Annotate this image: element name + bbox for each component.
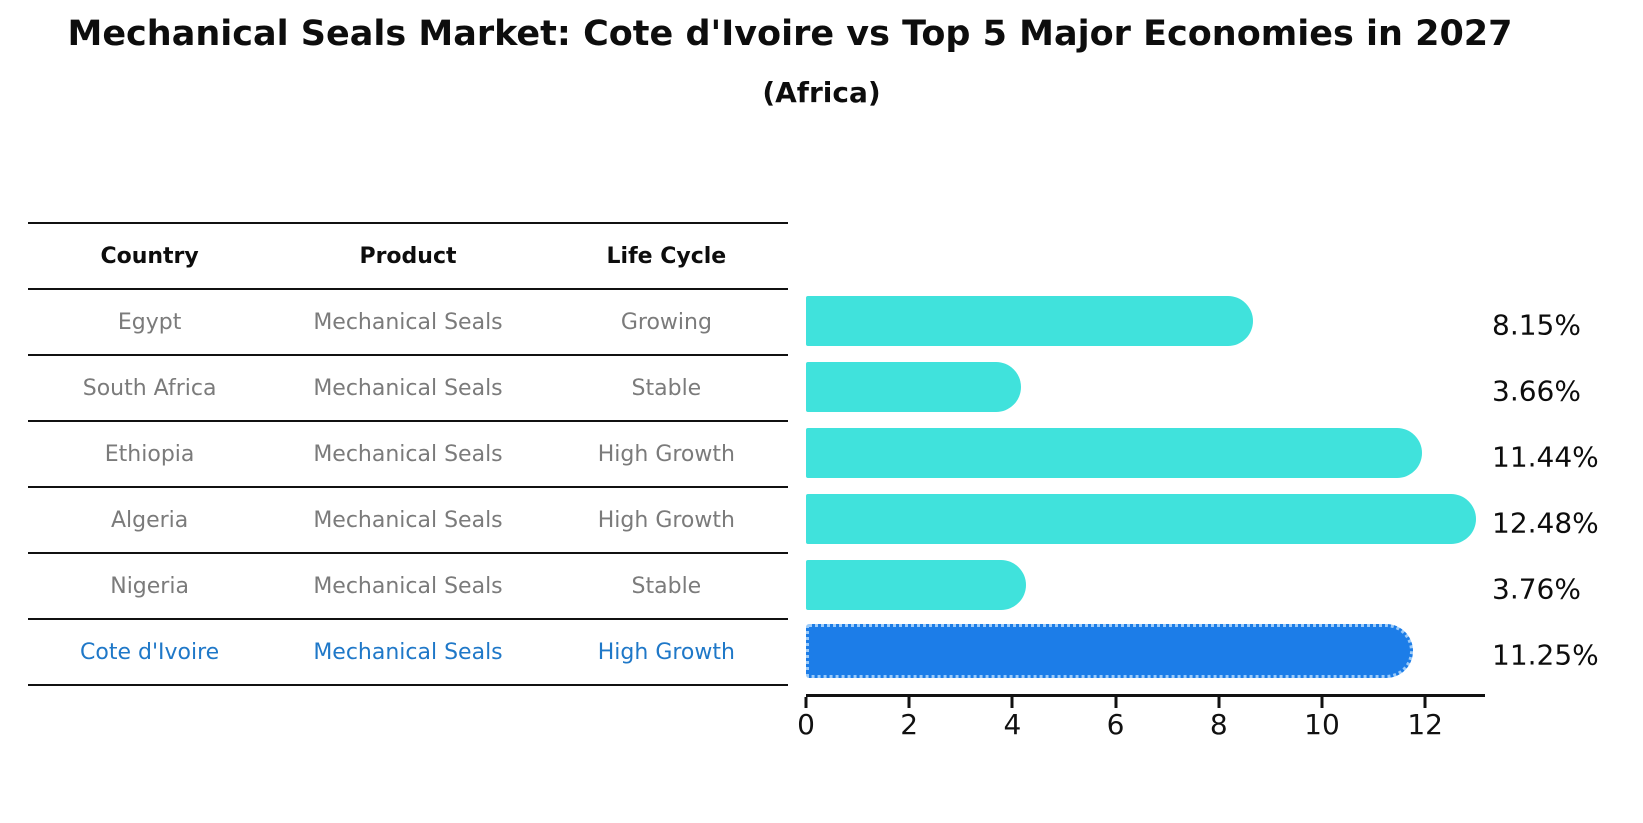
table-row-ethiopia: Ethiopia Mechanical Seals High Growth <box>28 422 788 488</box>
bar-cote-d-ivoire <box>806 624 1413 678</box>
country-info-table: Country Product Life Cycle Egypt Mechanic… <box>28 222 788 686</box>
x-tick-label: 10 <box>1304 708 1340 741</box>
table-row-nigeria: Nigeria Mechanical Seals Stable <box>28 554 788 620</box>
table-row-cote-d-ivoire: Cote d'Ivoire Mechanical Seals High Growth <box>28 620 788 684</box>
chart-title: Mechanical Seals Market: Cote d'Ivoire v… <box>67 14 1513 54</box>
life-cycle-cell: High Growth <box>597 639 735 665</box>
life-cycle-cell: Stable <box>631 375 702 401</box>
x-tick-mark <box>1217 697 1221 708</box>
bar-value-label: 3.76% <box>1492 572 1581 606</box>
x-tick-label: 4 <box>1003 708 1022 741</box>
bar-algeria <box>806 494 1476 544</box>
product-cell: Mechanical Seals <box>313 639 503 665</box>
country-cell: Algeria <box>110 507 189 533</box>
x-tick-mark <box>1114 697 1118 708</box>
x-tick-label: 2 <box>900 708 919 741</box>
country-cell: South Africa <box>82 375 217 401</box>
table-header-life-cycle: Life Cycle <box>606 243 727 269</box>
x-tick-mark <box>1010 697 1014 708</box>
product-cell: Mechanical Seals <box>313 309 503 335</box>
x-tick-mark <box>804 697 808 708</box>
life-cycle-cell: Growing <box>620 309 712 335</box>
country-cell: Cote d'Ivoire <box>80 639 220 665</box>
table-header-product: Product <box>359 243 457 269</box>
country-cell: Egypt <box>117 309 182 335</box>
bar-value-label: 11.25% <box>1492 638 1599 672</box>
x-tick-mark <box>1320 697 1324 708</box>
product-cell: Mechanical Seals <box>313 441 503 467</box>
x-tick-mark <box>907 697 911 708</box>
bar-value-label: 12.48% <box>1492 506 1599 540</box>
country-cell: Nigeria <box>110 573 189 599</box>
bar-ethiopia <box>806 428 1423 478</box>
x-tick-label: 0 <box>797 708 815 741</box>
table-header-row: Country Product Life Cycle <box>28 224 788 290</box>
x-tick-label: 12 <box>1407 708 1444 741</box>
product-cell: Mechanical Seals <box>313 507 503 533</box>
table-body: Egypt Mechanical Seals Growing South Africa… <box>28 290 788 684</box>
life-cycle-cell: High Growth <box>597 507 735 533</box>
table-row-south-africa: South Africa Mechanical Seals Stable <box>28 356 788 422</box>
x-axis-line <box>806 694 1485 697</box>
bar-egypt <box>806 296 1253 346</box>
life-cycle-cell: High Growth <box>597 441 735 467</box>
product-cell: Mechanical Seals <box>313 573 503 599</box>
life-cycle-cell: Stable <box>631 573 702 599</box>
bar-value-label: 8.15% <box>1492 308 1581 342</box>
country-cell: Ethiopia <box>104 441 195 467</box>
bar-value-label: 3.66% <box>1492 374 1581 408</box>
table-row-algeria: Algeria Mechanical Seals High Growth <box>28 488 788 554</box>
bar-value-label: 11.44% <box>1492 440 1599 474</box>
table-header-country: Country <box>100 243 199 269</box>
x-tick-label: 6 <box>1106 708 1125 741</box>
x-tick-mark <box>1423 697 1427 708</box>
chart-subtitle: (Africa) <box>762 76 881 109</box>
bar-south-africa <box>806 362 1021 412</box>
table-row-egypt: Egypt Mechanical Seals Growing <box>28 290 788 356</box>
product-cell: Mechanical Seals <box>313 375 503 401</box>
x-tick-label: 8 <box>1209 708 1228 741</box>
bar-nigeria <box>806 560 1027 610</box>
